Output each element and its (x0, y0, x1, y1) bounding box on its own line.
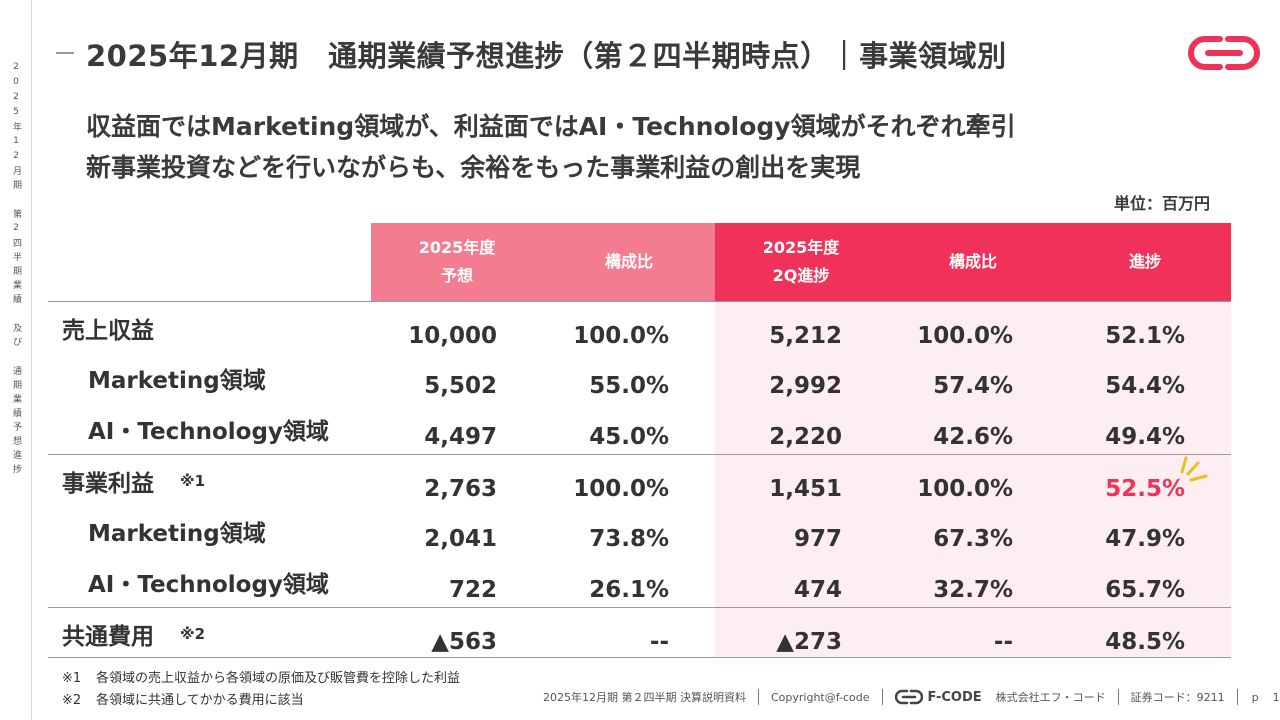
footnote-text: 各領域の売上収益から各領域の原価及び販管費を控除した利益 (96, 671, 461, 686)
header-dash (56, 52, 74, 54)
cell-forecast: 722 (448, 576, 497, 603)
cell-progress: 48.5% (1105, 628, 1185, 655)
footer-separator (757, 689, 759, 705)
footnote-mark: ※2 (62, 693, 82, 708)
cell-forecast: 10,000 (408, 322, 497, 349)
side-vertical-text: 2025年12月期 第2四半期業績 及び 通期業績予想進捗 (11, 62, 21, 478)
headline-line-2: 新事業投資などを行いながらも、余裕をもった事業利益の創出を実現 (86, 153, 861, 182)
footer-separator (1117, 689, 1119, 705)
cell-ratio-forecast: 100.0% (573, 322, 669, 349)
header-ratio-forecast: 構成比 (543, 223, 715, 301)
row-label: Marketing領域 (88, 520, 266, 547)
cell-2q: 474 (793, 576, 842, 603)
row-label: 売上収益 (62, 317, 154, 344)
cell-forecast: 5,502 (424, 372, 497, 399)
side-strip: 2025年12月期 第2四半期業績 及び 通期業績予想進捗 (0, 0, 32, 720)
header-2q-progress: 2025年度 2Q進捗 (715, 223, 887, 301)
table-row-operating-profit: 事業利益 ※1 2,763 100.0% 1,451 100.0% 52.5% (48, 454, 1231, 505)
table-row-common-cost: 共通費用 ※2 ▲563 -- ▲273 -- 48.5% (48, 607, 1231, 658)
row-label: Marketing領域 (88, 367, 266, 394)
cell-forecast: 2,763 (424, 475, 497, 502)
f-code-logo-icon (1188, 36, 1260, 70)
cell-2q: 2,992 (769, 372, 842, 399)
footnote-2: ※2 各領域に共通してかかる費用に該当 (62, 689, 304, 708)
f-code-logo-icon (894, 689, 923, 705)
cell-progress: 54.4% (1105, 372, 1185, 399)
table-body: 売上収益 10,000 100.0% 5,212 100.0% 52.1% Ma… (48, 301, 1231, 658)
table-row-profit-marketing: Marketing領域 2,041 73.8% 977 67.3% 47.9% (48, 505, 1231, 556)
footer-separator (1236, 689, 1238, 705)
row-label: AI・Technology領域 (88, 418, 329, 445)
cell-progress-highlight: 52.5% (1105, 475, 1185, 502)
footer-doc-title: 2025年12月期 第２四半期 決算説明資料 (543, 691, 746, 704)
note-mark: ※2 (180, 624, 206, 643)
cell-forecast: 2,041 (424, 525, 497, 552)
unit-label: 単位：百万円 (1113, 194, 1210, 213)
note-mark: ※1 (180, 471, 206, 490)
row-label: 事業利益 ※1 (62, 470, 206, 497)
cell-2q: 1,451 (769, 475, 842, 502)
footer-logo: F-CODE (894, 689, 996, 705)
cell-2q: 5,212 (769, 322, 842, 349)
table-header: 2025年度 予想 構成比 2025年度 2Q進捗 構成比 進捗 (48, 223, 1231, 301)
cell-progress: 52.1% (1105, 322, 1185, 349)
cell-ratio-forecast: 26.1% (589, 576, 669, 603)
cell-ratio-forecast: 73.8% (589, 525, 669, 552)
footnote-text: 各領域に共通してかかる費用に該当 (96, 693, 304, 708)
page-label: p (1251, 690, 1259, 704)
header-progress-rate: 進捗 (1059, 223, 1231, 301)
row-label: 共通費用 ※2 (62, 623, 206, 650)
footnote-1: ※1 各領域の売上収益から各領域の原価及び販管費を控除した利益 (62, 667, 460, 686)
cell-progress: 65.7% (1105, 576, 1185, 603)
footer-separator (881, 689, 883, 705)
sparkle-icon (1180, 456, 1208, 482)
cell-forecast: 4,497 (424, 423, 497, 450)
row-label: AI・Technology領域 (88, 571, 329, 598)
cell-forecast: ▲563 (431, 628, 497, 655)
cell-ratio-forecast: 100.0% (573, 475, 669, 502)
forecast-progress-table: 2025年度 予想 構成比 2025年度 2Q進捗 構成比 進捗 売上収益 10… (48, 223, 1231, 658)
footer-company: 株式会社エフ・コード (995, 691, 1106, 704)
cell-ratio-2q: 32.7% (933, 576, 1013, 603)
page-title: 2025年12月期 通期業績予想進捗（第２四半期時点）｜事業領域別 (86, 39, 1007, 73)
footer-copyright: Copyright@f-code (770, 690, 870, 704)
cell-ratio-2q: 100.0% (917, 322, 1013, 349)
page-number: p 16 (1252, 691, 1280, 704)
cell-ratio-forecast: 55.0% (589, 372, 669, 399)
header-ratio-2q: 構成比 (887, 223, 1059, 301)
table-row-revenue-marketing: Marketing領域 5,502 55.0% 2,992 57.4% 54.4… (48, 352, 1231, 403)
cell-ratio-2q: 100.0% (917, 475, 1013, 502)
cell-2q: ▲273 (776, 628, 842, 655)
footer-brand: F-CODE (927, 689, 982, 705)
table-row-profit-ai: AI・Technology領域 722 26.1% 474 32.7% 65.7… (48, 556, 1231, 607)
footer: 2025年12月期 第２四半期 決算説明資料 Copyright@f-code … (543, 687, 1280, 707)
cell-ratio-2q: 67.3% (933, 525, 1013, 552)
footer-stock-code: 証券コード：9211 (1130, 691, 1225, 704)
cell-ratio-2q: -- (993, 628, 1013, 655)
footnote-mark: ※1 (62, 671, 82, 686)
headline-line-1: 収益面ではMarketing領域が、利益面ではAI・Technology領域がそ… (86, 112, 1016, 141)
table-row-revenue: 売上収益 10,000 100.0% 5,212 100.0% 52.1% (48, 301, 1231, 352)
cell-2q: 2,220 (769, 423, 842, 450)
cell-ratio-forecast: 45.0% (589, 423, 669, 450)
cell-ratio-2q: 57.4% (933, 372, 1013, 399)
cell-2q: 977 (793, 525, 842, 552)
header-forecast: 2025年度 予想 (371, 223, 543, 301)
page-number-value: 16 (1272, 690, 1280, 704)
cell-progress: 49.4% (1105, 423, 1185, 450)
cell-progress: 47.9% (1105, 525, 1185, 552)
cell-ratio-forecast: -- (649, 628, 669, 655)
cell-ratio-2q: 42.6% (933, 423, 1013, 450)
table-row-revenue-ai: AI・Technology領域 4,497 45.0% 2,220 42.6% … (48, 403, 1231, 454)
